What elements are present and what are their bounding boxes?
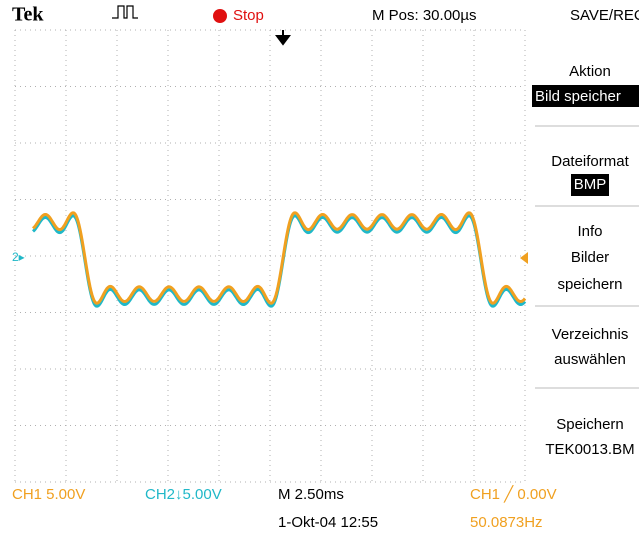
menu-format-label: Dateiformat [551, 153, 629, 170]
ch1-scale: CH1 5.00V [12, 486, 85, 503]
acquire-icon [112, 5, 138, 19]
menu-title: SAVE/REC. [570, 7, 639, 24]
stop-dot [213, 9, 227, 23]
ch2-marker: 2▸ [12, 250, 25, 264]
menu-format-value[interactable]: BMP [574, 176, 607, 193]
menu-action-value[interactable]: Bild speicher [535, 88, 621, 105]
menu-format-box[interactable] [571, 174, 609, 196]
menu-save[interactable]: Speichern [556, 416, 624, 433]
frequency: 50.0873Hz [470, 514, 543, 531]
menu-info[interactable]: Info [577, 223, 602, 240]
menu-action-label: Aktion [569, 63, 611, 80]
ch2-scale: CH2↓5.00V [145, 486, 222, 503]
menu-folder[interactable]: auswählen [554, 351, 626, 368]
timebase: M 2.50ms [278, 486, 344, 503]
menu-info[interactable]: speichern [557, 276, 622, 293]
graticule [14, 29, 526, 483]
menu-folder[interactable]: Verzeichnis [552, 326, 629, 343]
position: M Pos: 30.00µs [372, 7, 477, 24]
menu-info[interactable]: Bilder [571, 249, 609, 266]
menu-action-box[interactable] [532, 85, 639, 107]
brand: Tek [12, 4, 44, 26]
status: Stop [233, 7, 264, 24]
trigger-level [520, 252, 528, 264]
trigger-setting: CH1 ╱ 0.00V [470, 485, 557, 503]
date-time: 1-Okt-04 12:55 [278, 514, 378, 531]
trigger-position [275, 30, 291, 46]
menu-save[interactable]: TEK0013.BM [545, 441, 634, 458]
ch1-trace [31, 211, 527, 305]
